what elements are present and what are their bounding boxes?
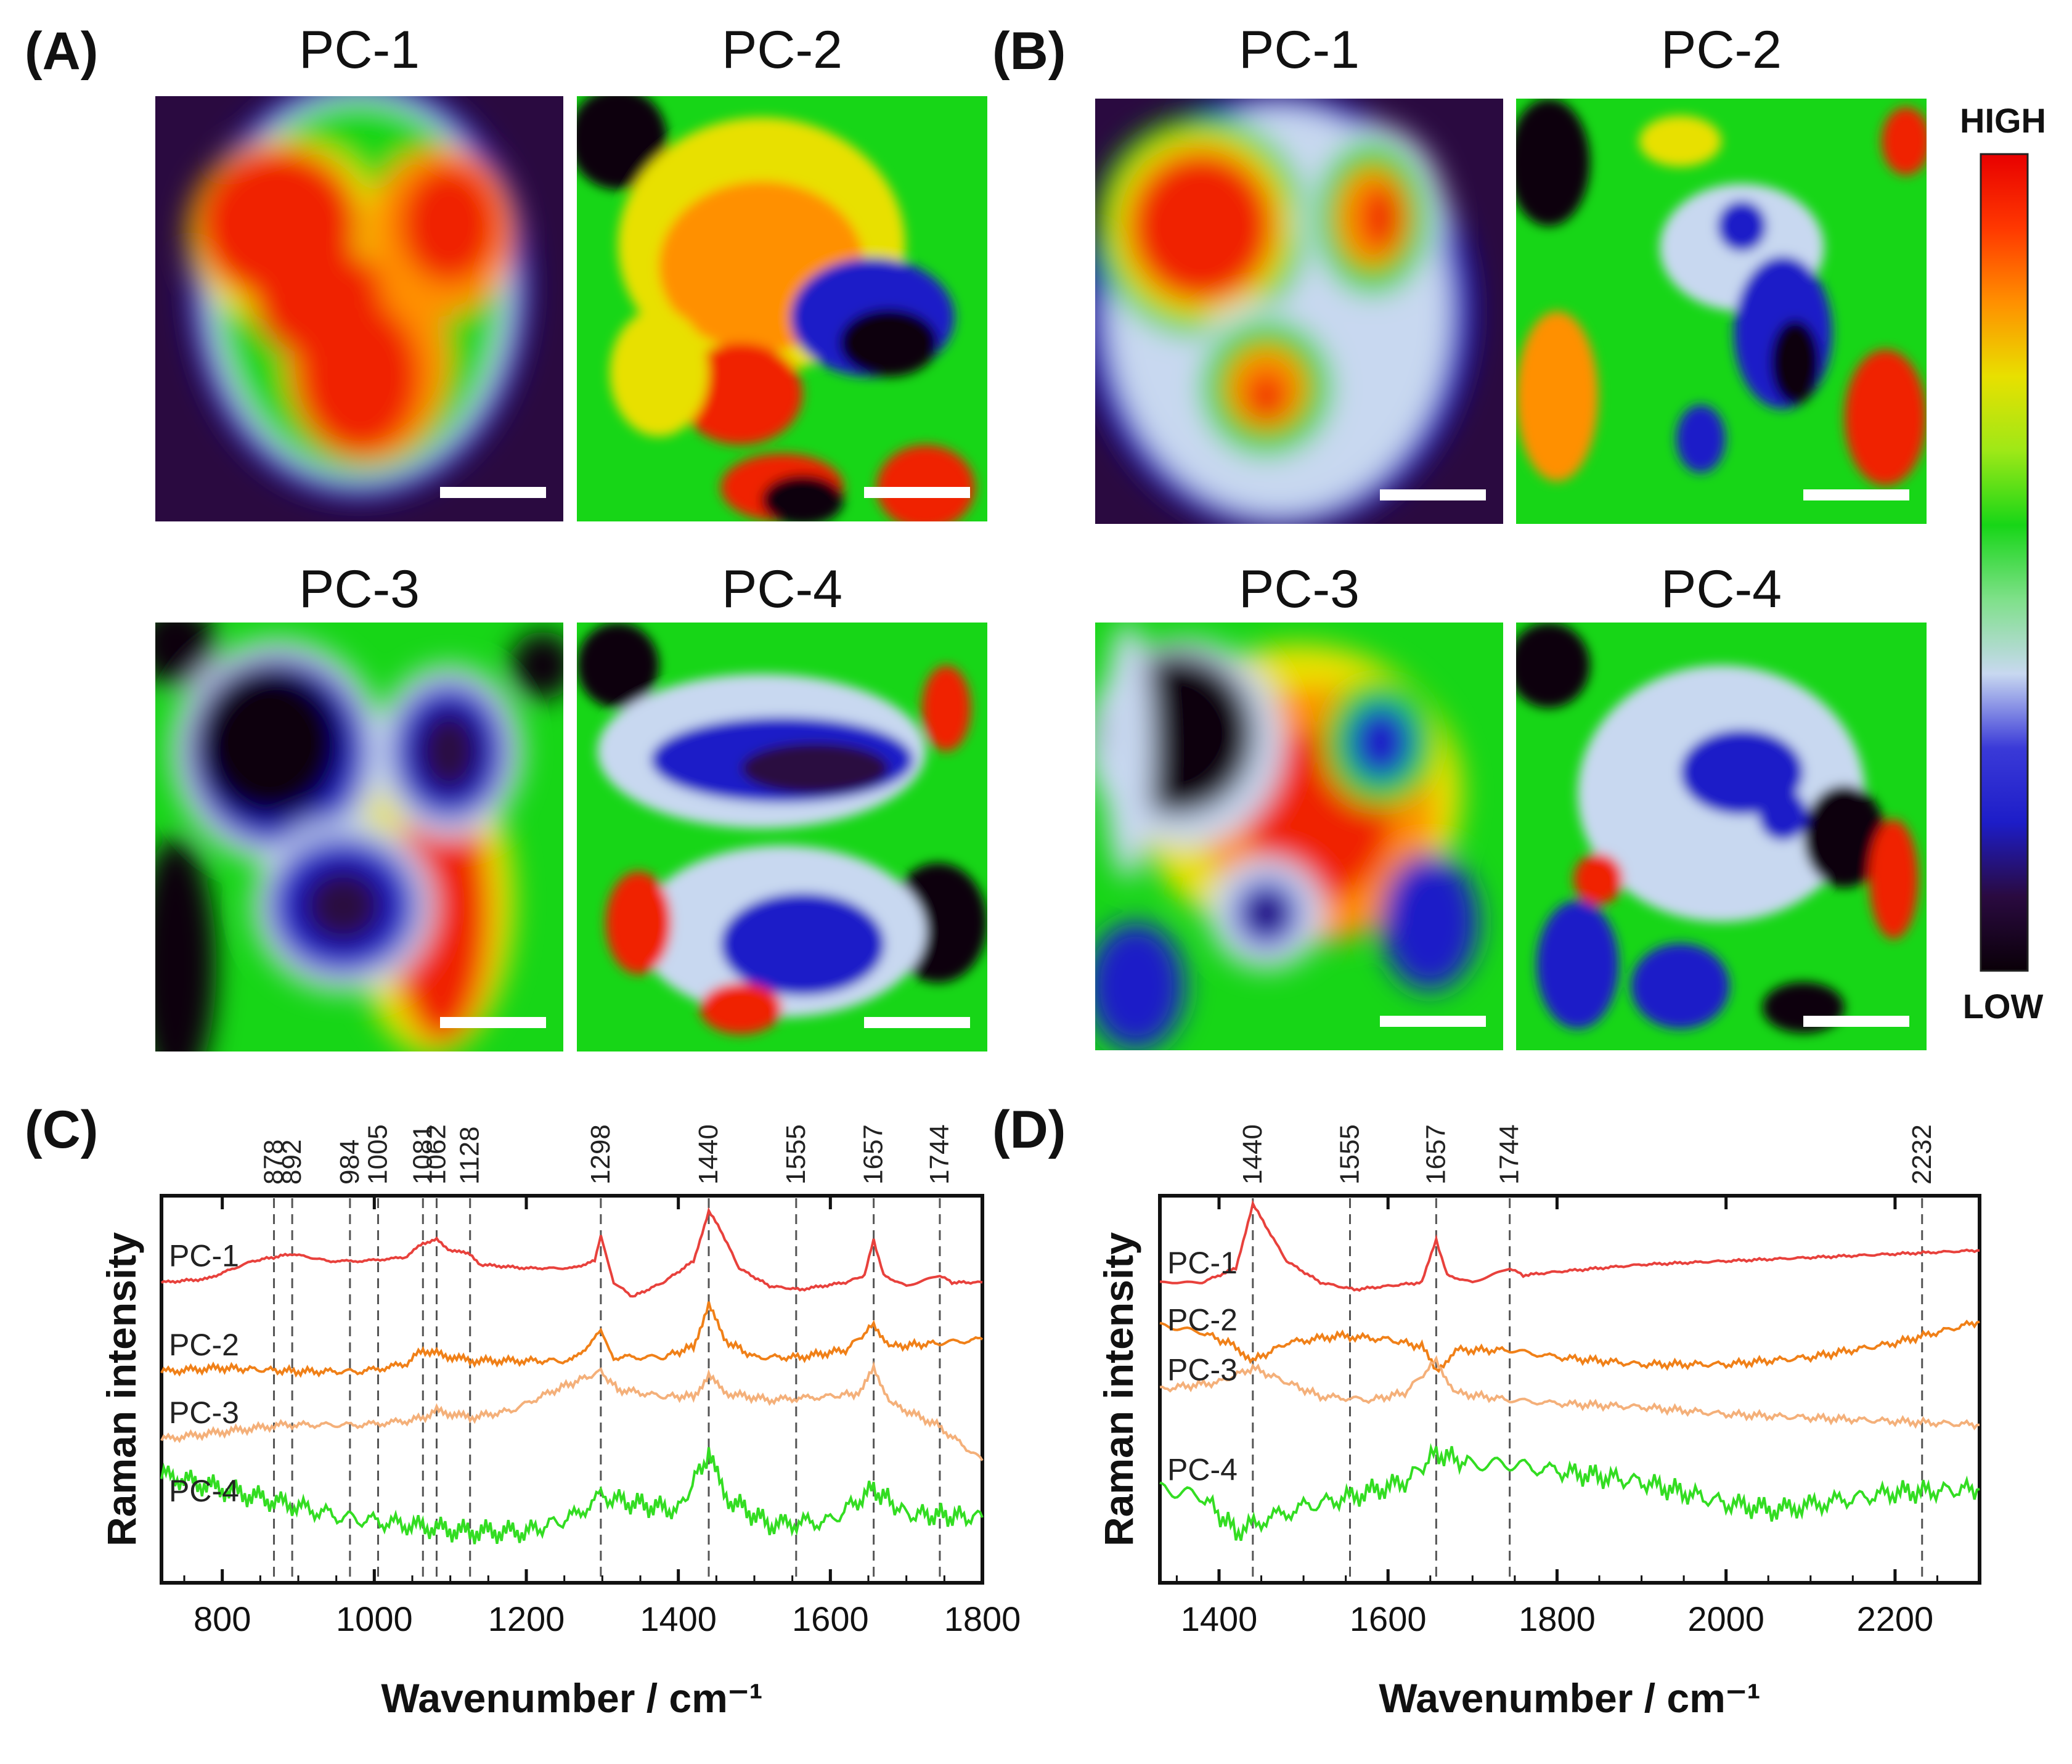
map-title: PC-2 xyxy=(1661,20,1782,80)
peak-label: 1298 xyxy=(585,1124,616,1185)
colorbar-high-label: HIGH xyxy=(1960,101,2046,140)
x-tick-label: 800 xyxy=(194,1599,251,1638)
panel-label-a: (A) xyxy=(25,22,98,81)
peak-label: 1128 xyxy=(455,1126,485,1185)
plot-frame xyxy=(1158,1194,1981,1585)
scale-bar xyxy=(1803,1016,1909,1027)
scale-bar xyxy=(864,487,970,498)
series-label: PC-4 xyxy=(1167,1452,1238,1487)
heatmap-image xyxy=(155,96,563,521)
heatmap-b-pc-4: PC-4 xyxy=(1516,560,1927,1050)
peak-label: 892 xyxy=(277,1140,307,1185)
heatmap-a-pc-4: PC-4 xyxy=(577,560,987,1051)
peak-label: 1440 xyxy=(1238,1124,1268,1185)
x-tick-label: 1600 xyxy=(792,1599,869,1638)
x-tick-label: 1400 xyxy=(640,1599,717,1638)
x-tick-label: 1200 xyxy=(488,1599,565,1638)
series-line-pc-3 xyxy=(1159,1355,1980,1431)
heatmap-b-pc-2: PC-2 xyxy=(1516,20,1927,524)
heatmap-b-pc-1: PC-1 xyxy=(1095,20,1503,524)
x-tick-label: 1800 xyxy=(944,1599,1021,1638)
series-line-pc-2 xyxy=(160,1301,984,1378)
peak-label: 1744 xyxy=(924,1124,955,1185)
x-tick-label: 2000 xyxy=(1687,1599,1764,1638)
series-line-pc-4 xyxy=(1159,1443,1980,1541)
x-tick-label: 1800 xyxy=(1519,1599,1596,1638)
peak-label: 1555 xyxy=(781,1124,811,1185)
peak-label: 984 xyxy=(335,1140,365,1185)
x-tick-label: 1600 xyxy=(1350,1599,1427,1638)
peak-label: 878 xyxy=(259,1140,289,1185)
x-axis-title: Wavenumber / cm⁻¹ xyxy=(381,1675,762,1721)
scale-bar xyxy=(1803,489,1909,500)
scale-bar xyxy=(440,487,546,498)
series-label: PC-2 xyxy=(1167,1303,1238,1337)
series-label: PC-1 xyxy=(1167,1246,1238,1280)
peak-label: 1657 xyxy=(1421,1124,1451,1185)
heatmap-b-pc-3: PC-3 xyxy=(1095,560,1503,1050)
series-line-pc-1 xyxy=(160,1207,983,1298)
heatmap-a-pc-3: PC-3 xyxy=(155,560,563,1051)
heatmap-image xyxy=(1095,623,1503,1050)
heatmap-image xyxy=(1095,99,1503,524)
panel-label-d: (D) xyxy=(992,1100,1066,1159)
plot-frame xyxy=(160,1194,984,1585)
series-label: PC-3 xyxy=(169,1395,239,1430)
series-line-pc-4 xyxy=(160,1447,984,1545)
peak-label: 2232 xyxy=(1907,1124,1937,1185)
y-axis-title: Raman intensity xyxy=(99,1232,144,1546)
colorbar-low-label: LOW xyxy=(1963,987,2044,1026)
map-title: PC-2 xyxy=(722,20,842,80)
spectra-chart-d: 1440 1555 1657 1744 2232 1400 1600 1800 2000 2200… xyxy=(1096,1124,1981,1721)
scale-bar xyxy=(440,1017,546,1028)
scale-bar xyxy=(1380,489,1486,500)
series-label: PC-1 xyxy=(169,1239,239,1273)
x-tick-label: 2200 xyxy=(1857,1599,1934,1638)
heatmap-a-pc-1: PC-1 xyxy=(155,20,563,521)
map-title: PC-3 xyxy=(299,560,420,619)
peak-label: 1657 xyxy=(859,1124,889,1185)
map-title: PC-4 xyxy=(722,560,842,619)
map-title: PC-4 xyxy=(1661,560,1782,619)
heatmap-image xyxy=(577,623,987,1051)
colorbar-gradient xyxy=(1980,153,2029,972)
heatmap-a-pc-2: PC-2 xyxy=(577,20,987,521)
heatmap-image xyxy=(155,623,563,1051)
heatmap-image xyxy=(577,96,987,521)
colorbar: HIGH LOW xyxy=(1960,101,2046,1026)
x-tick-label: 1400 xyxy=(1181,1599,1258,1638)
peak-label: 1005 xyxy=(363,1124,393,1185)
map-title: PC-1 xyxy=(1239,20,1360,80)
scale-bar xyxy=(864,1017,970,1028)
series-line-pc-3 xyxy=(160,1360,984,1461)
heatmap-image xyxy=(1516,623,1927,1050)
map-title: PC-1 xyxy=(299,20,420,80)
peak-label: 1440 xyxy=(693,1124,724,1185)
peak-label: 1744 xyxy=(1495,1124,1525,1185)
y-axis-title: Raman intensity xyxy=(1096,1232,1141,1546)
scale-bar xyxy=(1380,1016,1486,1027)
maps-layer: PC-1 PC-2 PC-3 PC-4 PC-1 PC-2 PC-3 PC-4 xyxy=(155,20,1927,1051)
panel-label-c: (C) xyxy=(25,1100,98,1159)
series-label: PC-3 xyxy=(1167,1353,1238,1387)
heatmap-image xyxy=(1516,99,1927,524)
series-label: PC-2 xyxy=(169,1328,239,1362)
peak-label: 1081 xyxy=(407,1124,438,1185)
x-axis-title: Wavenumber / cm⁻¹ xyxy=(1379,1675,1760,1721)
x-tick-label: 1000 xyxy=(336,1599,413,1638)
map-title: PC-3 xyxy=(1239,560,1360,619)
series-line-pc-1 xyxy=(1159,1199,1980,1292)
series-line-pc-2 xyxy=(1159,1319,1980,1373)
peak-label: 1555 xyxy=(1335,1124,1365,1185)
panel-label-b: (B) xyxy=(992,22,1066,81)
peak-label: 1062 xyxy=(421,1124,451,1185)
series-label: PC-4 xyxy=(169,1474,239,1508)
